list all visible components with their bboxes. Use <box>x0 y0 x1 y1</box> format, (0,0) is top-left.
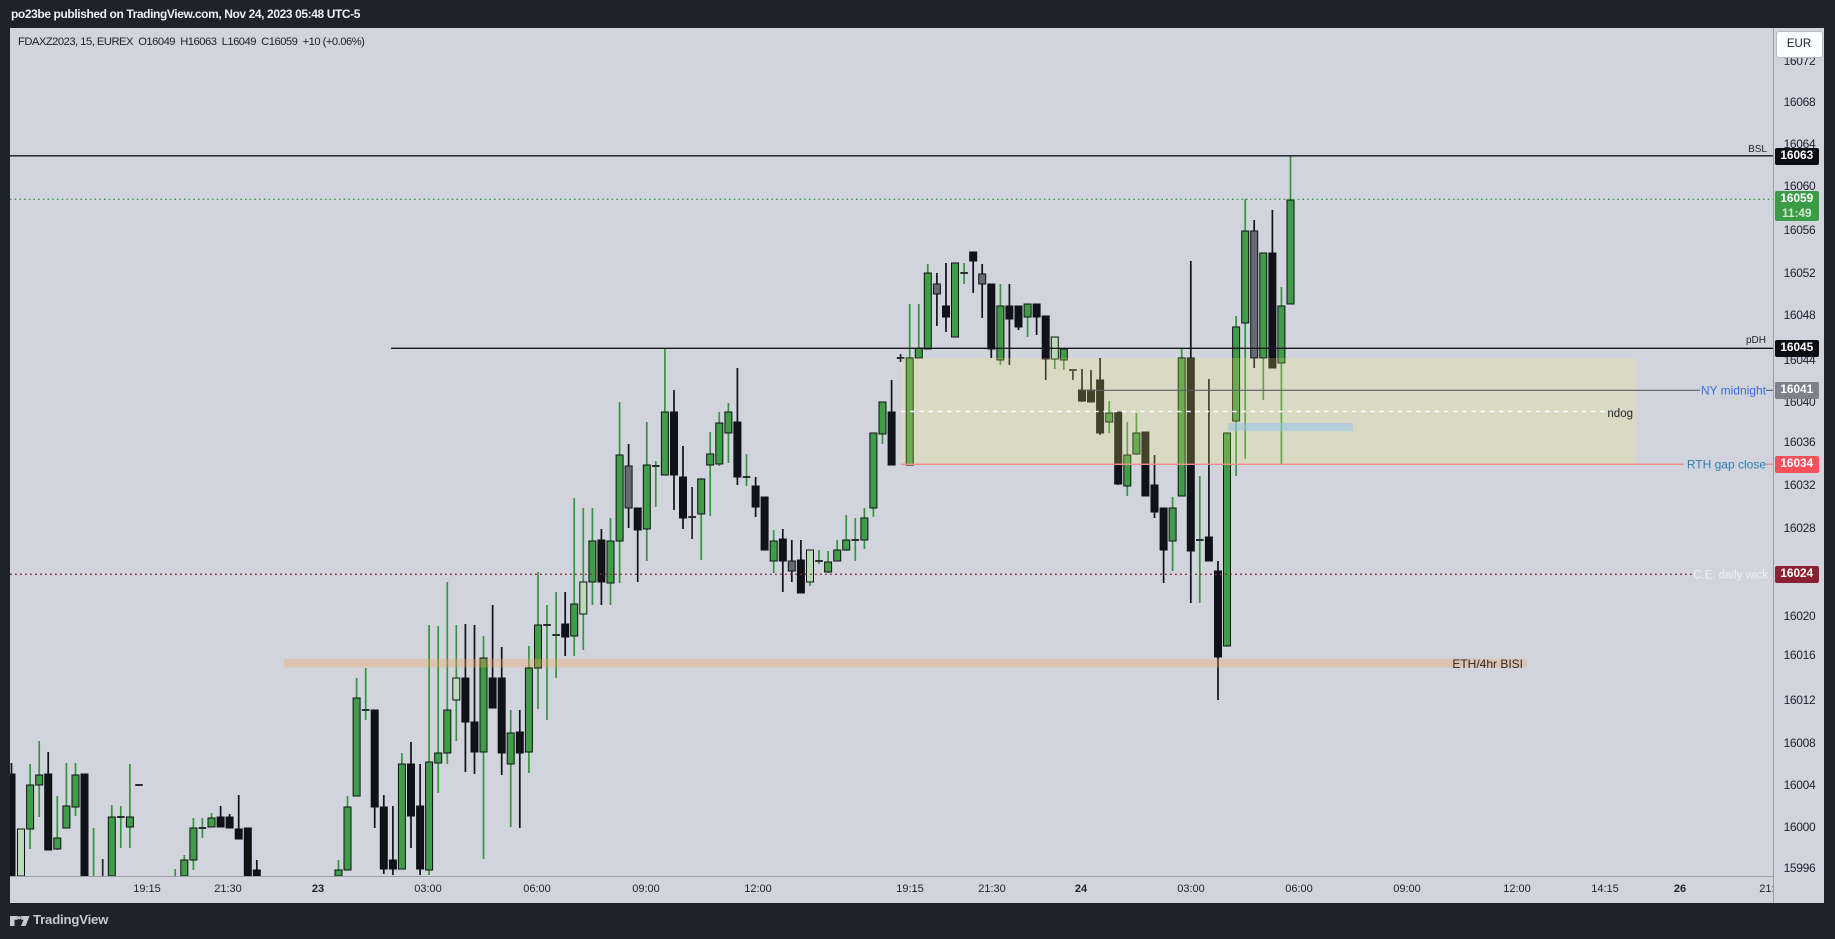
svg-text:pDH: pDH <box>1746 335 1766 346</box>
svg-text:C.E. daily wick: C.E. daily wick <box>1693 570 1768 582</box>
svg-text:ETH/4hr BISI: ETH/4hr BISI <box>1452 657 1523 671</box>
svg-text:RTH gap close: RTH gap close <box>1687 458 1766 472</box>
svg-text:ndog: ndog <box>1607 408 1633 420</box>
svg-text:NY midnight: NY midnight <box>1701 384 1767 398</box>
svg-text:BSL: BSL <box>1748 144 1767 155</box>
